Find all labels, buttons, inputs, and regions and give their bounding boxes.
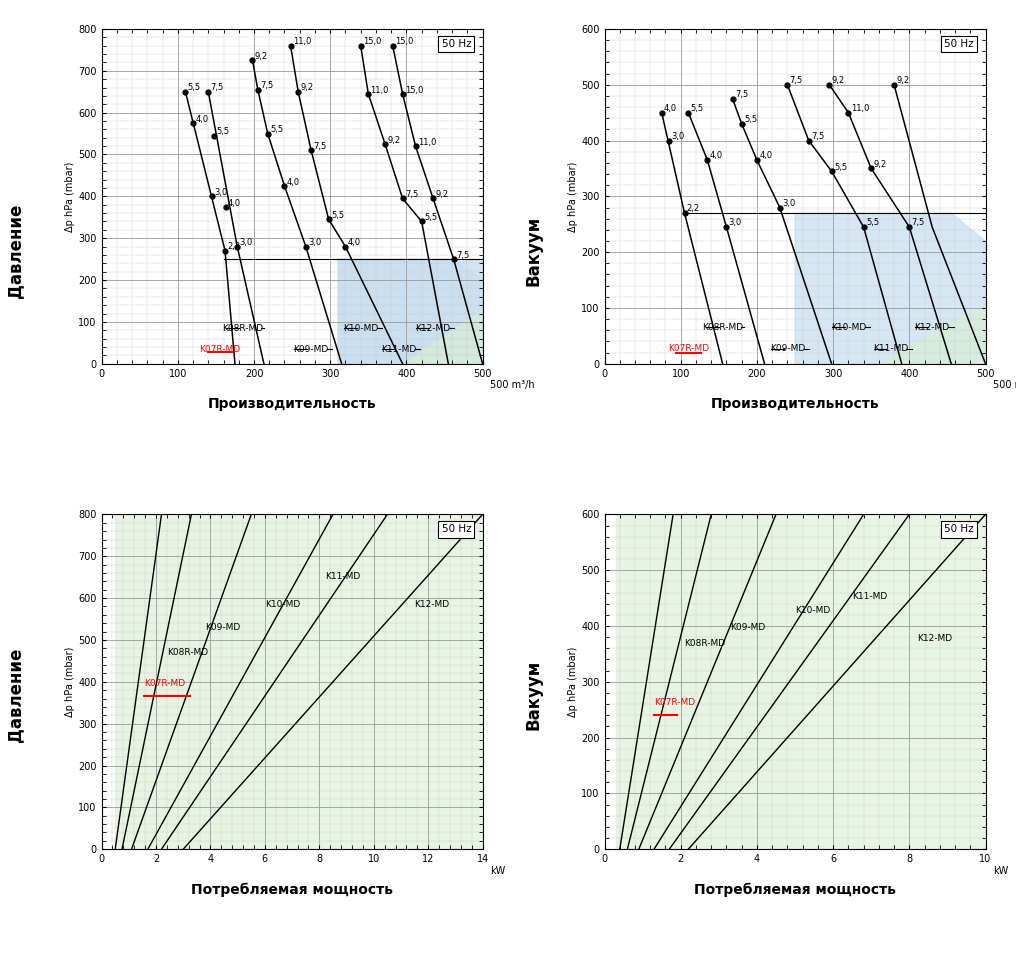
Text: K08R-MD: K08R-MD xyxy=(223,323,263,333)
Text: 11,0: 11,0 xyxy=(371,86,389,95)
Text: 3,0: 3,0 xyxy=(308,238,321,247)
Text: 9,2: 9,2 xyxy=(255,52,268,61)
Text: K07R-MD: K07R-MD xyxy=(654,698,695,707)
Text: K08R-MD: K08R-MD xyxy=(167,648,208,657)
Text: 7,5: 7,5 xyxy=(260,81,273,91)
Text: K09-MD: K09-MD xyxy=(205,622,240,631)
Polygon shape xyxy=(293,514,483,849)
Text: 5,5: 5,5 xyxy=(834,162,847,172)
Text: 11,0: 11,0 xyxy=(293,38,311,46)
Text: 11,0: 11,0 xyxy=(850,104,869,113)
Text: 5,5: 5,5 xyxy=(216,127,230,136)
Polygon shape xyxy=(337,260,483,364)
Text: K08R-MD: K08R-MD xyxy=(685,640,725,648)
Text: K12-MD: K12-MD xyxy=(916,634,952,643)
Text: K09-MD: K09-MD xyxy=(731,622,765,631)
Text: 7,5: 7,5 xyxy=(789,76,803,85)
Text: 5,5: 5,5 xyxy=(866,218,879,228)
Text: Давление: Давление xyxy=(6,648,24,742)
Text: 7,5: 7,5 xyxy=(313,142,327,152)
Text: 4,0: 4,0 xyxy=(664,104,677,113)
Text: 50 Hz: 50 Hz xyxy=(945,39,974,49)
Text: Потребляемая мощность: Потребляемая мощность xyxy=(694,883,896,897)
Text: 4,0: 4,0 xyxy=(347,238,361,247)
Text: 50 Hz: 50 Hz xyxy=(442,524,471,535)
Polygon shape xyxy=(402,310,483,364)
Polygon shape xyxy=(795,514,986,849)
Text: 15,0: 15,0 xyxy=(404,86,424,95)
Text: 3,0: 3,0 xyxy=(672,132,685,141)
Text: 7,5: 7,5 xyxy=(404,190,419,199)
Text: 50 Hz: 50 Hz xyxy=(945,524,974,535)
Text: 3,0: 3,0 xyxy=(240,238,253,247)
Text: K07R-MD: K07R-MD xyxy=(199,345,240,353)
Text: K07R-MD: K07R-MD xyxy=(668,345,709,353)
Text: 500 m³/h: 500 m³/h xyxy=(490,380,534,391)
Text: 5,5: 5,5 xyxy=(270,125,283,134)
Text: K10-MD: K10-MD xyxy=(795,606,830,615)
Text: 2,2: 2,2 xyxy=(228,242,241,252)
Text: 15,0: 15,0 xyxy=(395,38,414,46)
Text: 7,5: 7,5 xyxy=(911,218,925,228)
Text: kW: kW xyxy=(993,866,1009,876)
Text: 9,2: 9,2 xyxy=(874,160,887,169)
Text: 9,2: 9,2 xyxy=(301,83,314,93)
Text: 5,5: 5,5 xyxy=(691,104,704,113)
Polygon shape xyxy=(115,514,483,849)
Text: K11-MD: K11-MD xyxy=(873,345,908,353)
Text: K08R-MD: K08R-MD xyxy=(702,323,743,332)
Text: 50 Hz: 50 Hz xyxy=(442,39,471,49)
Y-axis label: Δp hPa (mbar): Δp hPa (mbar) xyxy=(568,647,578,717)
Text: 15,0: 15,0 xyxy=(363,38,381,46)
Text: K07R-MD: K07R-MD xyxy=(144,679,185,688)
Text: 5,5: 5,5 xyxy=(188,83,201,93)
Text: 4,0: 4,0 xyxy=(228,199,241,207)
Text: Производительность: Производительность xyxy=(711,398,879,411)
Polygon shape xyxy=(616,514,986,849)
Y-axis label: Δp hPa (mbar): Δp hPa (mbar) xyxy=(65,161,75,232)
Text: 3,0: 3,0 xyxy=(728,218,742,228)
Text: K09-MD: K09-MD xyxy=(770,345,805,353)
Text: K12-MD: K12-MD xyxy=(416,323,451,333)
Text: 3,0: 3,0 xyxy=(782,199,796,207)
Polygon shape xyxy=(795,213,986,364)
Text: 9,2: 9,2 xyxy=(831,76,844,85)
Text: Вакуум: Вакуум xyxy=(524,660,543,730)
Text: 7,5: 7,5 xyxy=(456,251,469,260)
Text: Потребляемая мощность: Потребляемая мощность xyxy=(191,883,393,897)
Y-axis label: Δp hPa (mbar): Δp hPa (mbar) xyxy=(568,161,578,232)
Text: 7,5: 7,5 xyxy=(210,83,224,93)
Text: 9,2: 9,2 xyxy=(387,136,400,145)
Text: 2,2: 2,2 xyxy=(687,205,700,213)
Y-axis label: Δp hPa (mbar): Δp hPa (mbar) xyxy=(65,647,75,717)
Text: 4,0: 4,0 xyxy=(195,115,208,124)
Text: 3,0: 3,0 xyxy=(214,188,228,197)
Text: K10-MD: K10-MD xyxy=(343,323,378,333)
Text: K10-MD: K10-MD xyxy=(831,323,866,332)
Text: K11-MD: K11-MD xyxy=(852,592,887,601)
Text: 4,0: 4,0 xyxy=(759,152,772,160)
Text: Вакуум: Вакуум xyxy=(524,216,543,286)
Text: 9,2: 9,2 xyxy=(896,76,909,85)
Text: 5,5: 5,5 xyxy=(331,211,344,220)
Text: K09-MD: K09-MD xyxy=(294,345,329,353)
Text: K10-MD: K10-MD xyxy=(265,599,300,609)
Text: 7,5: 7,5 xyxy=(811,132,824,141)
Text: 5,5: 5,5 xyxy=(424,213,437,222)
Text: K11-MD: K11-MD xyxy=(381,345,417,353)
Text: Давление: Давление xyxy=(6,204,24,298)
Polygon shape xyxy=(879,302,986,364)
Text: 500 m³/h: 500 m³/h xyxy=(993,380,1016,391)
Text: kW: kW xyxy=(490,866,506,876)
Text: 4,0: 4,0 xyxy=(287,178,300,186)
Text: K12-MD: K12-MD xyxy=(914,323,950,332)
Text: K11-MD: K11-MD xyxy=(325,572,360,581)
Text: 4,0: 4,0 xyxy=(709,152,722,160)
Text: 5,5: 5,5 xyxy=(744,115,757,124)
Text: 11,0: 11,0 xyxy=(418,138,436,147)
Text: K12-MD: K12-MD xyxy=(415,599,450,609)
Text: Производительность: Производительность xyxy=(208,398,376,411)
Text: 9,2: 9,2 xyxy=(435,190,448,199)
Text: 7,5: 7,5 xyxy=(735,90,748,99)
